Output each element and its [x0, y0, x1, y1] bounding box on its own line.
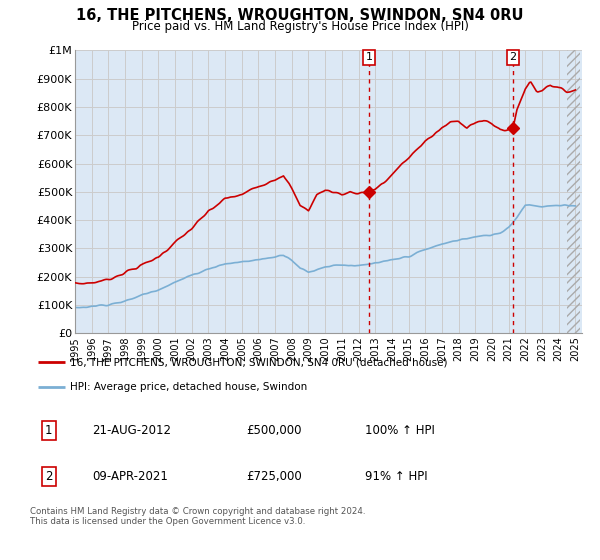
Text: Contains HM Land Registry data © Crown copyright and database right 2024.
This d: Contains HM Land Registry data © Crown c… — [30, 507, 365, 526]
Text: 16, THE PITCHENS, WROUGHTON, SWINDON, SN4 0RU: 16, THE PITCHENS, WROUGHTON, SWINDON, SN… — [76, 8, 524, 24]
Bar — [567, 50, 580, 333]
Text: £725,000: £725,000 — [246, 470, 302, 483]
Bar — [367, 50, 371, 333]
Bar — [511, 50, 515, 333]
Text: 2: 2 — [45, 470, 53, 483]
Text: HPI: Average price, detached house, Swindon: HPI: Average price, detached house, Swin… — [71, 382, 308, 392]
Bar — [567, 50, 584, 333]
Text: 91% ↑ HPI: 91% ↑ HPI — [365, 470, 427, 483]
Text: 09-APR-2021: 09-APR-2021 — [92, 470, 168, 483]
Text: 100% ↑ HPI: 100% ↑ HPI — [365, 424, 434, 437]
Bar — [367, 50, 584, 333]
Text: 16, THE PITCHENS, WROUGHTON, SWINDON, SN4 0RU (detached house): 16, THE PITCHENS, WROUGHTON, SWINDON, SN… — [71, 357, 448, 367]
Text: Price paid vs. HM Land Registry's House Price Index (HPI): Price paid vs. HM Land Registry's House … — [131, 20, 469, 32]
Text: 1: 1 — [45, 424, 53, 437]
Text: 2: 2 — [509, 53, 517, 63]
Text: 21-AUG-2012: 21-AUG-2012 — [92, 424, 171, 437]
Text: £500,000: £500,000 — [246, 424, 302, 437]
Text: 1: 1 — [365, 53, 373, 63]
